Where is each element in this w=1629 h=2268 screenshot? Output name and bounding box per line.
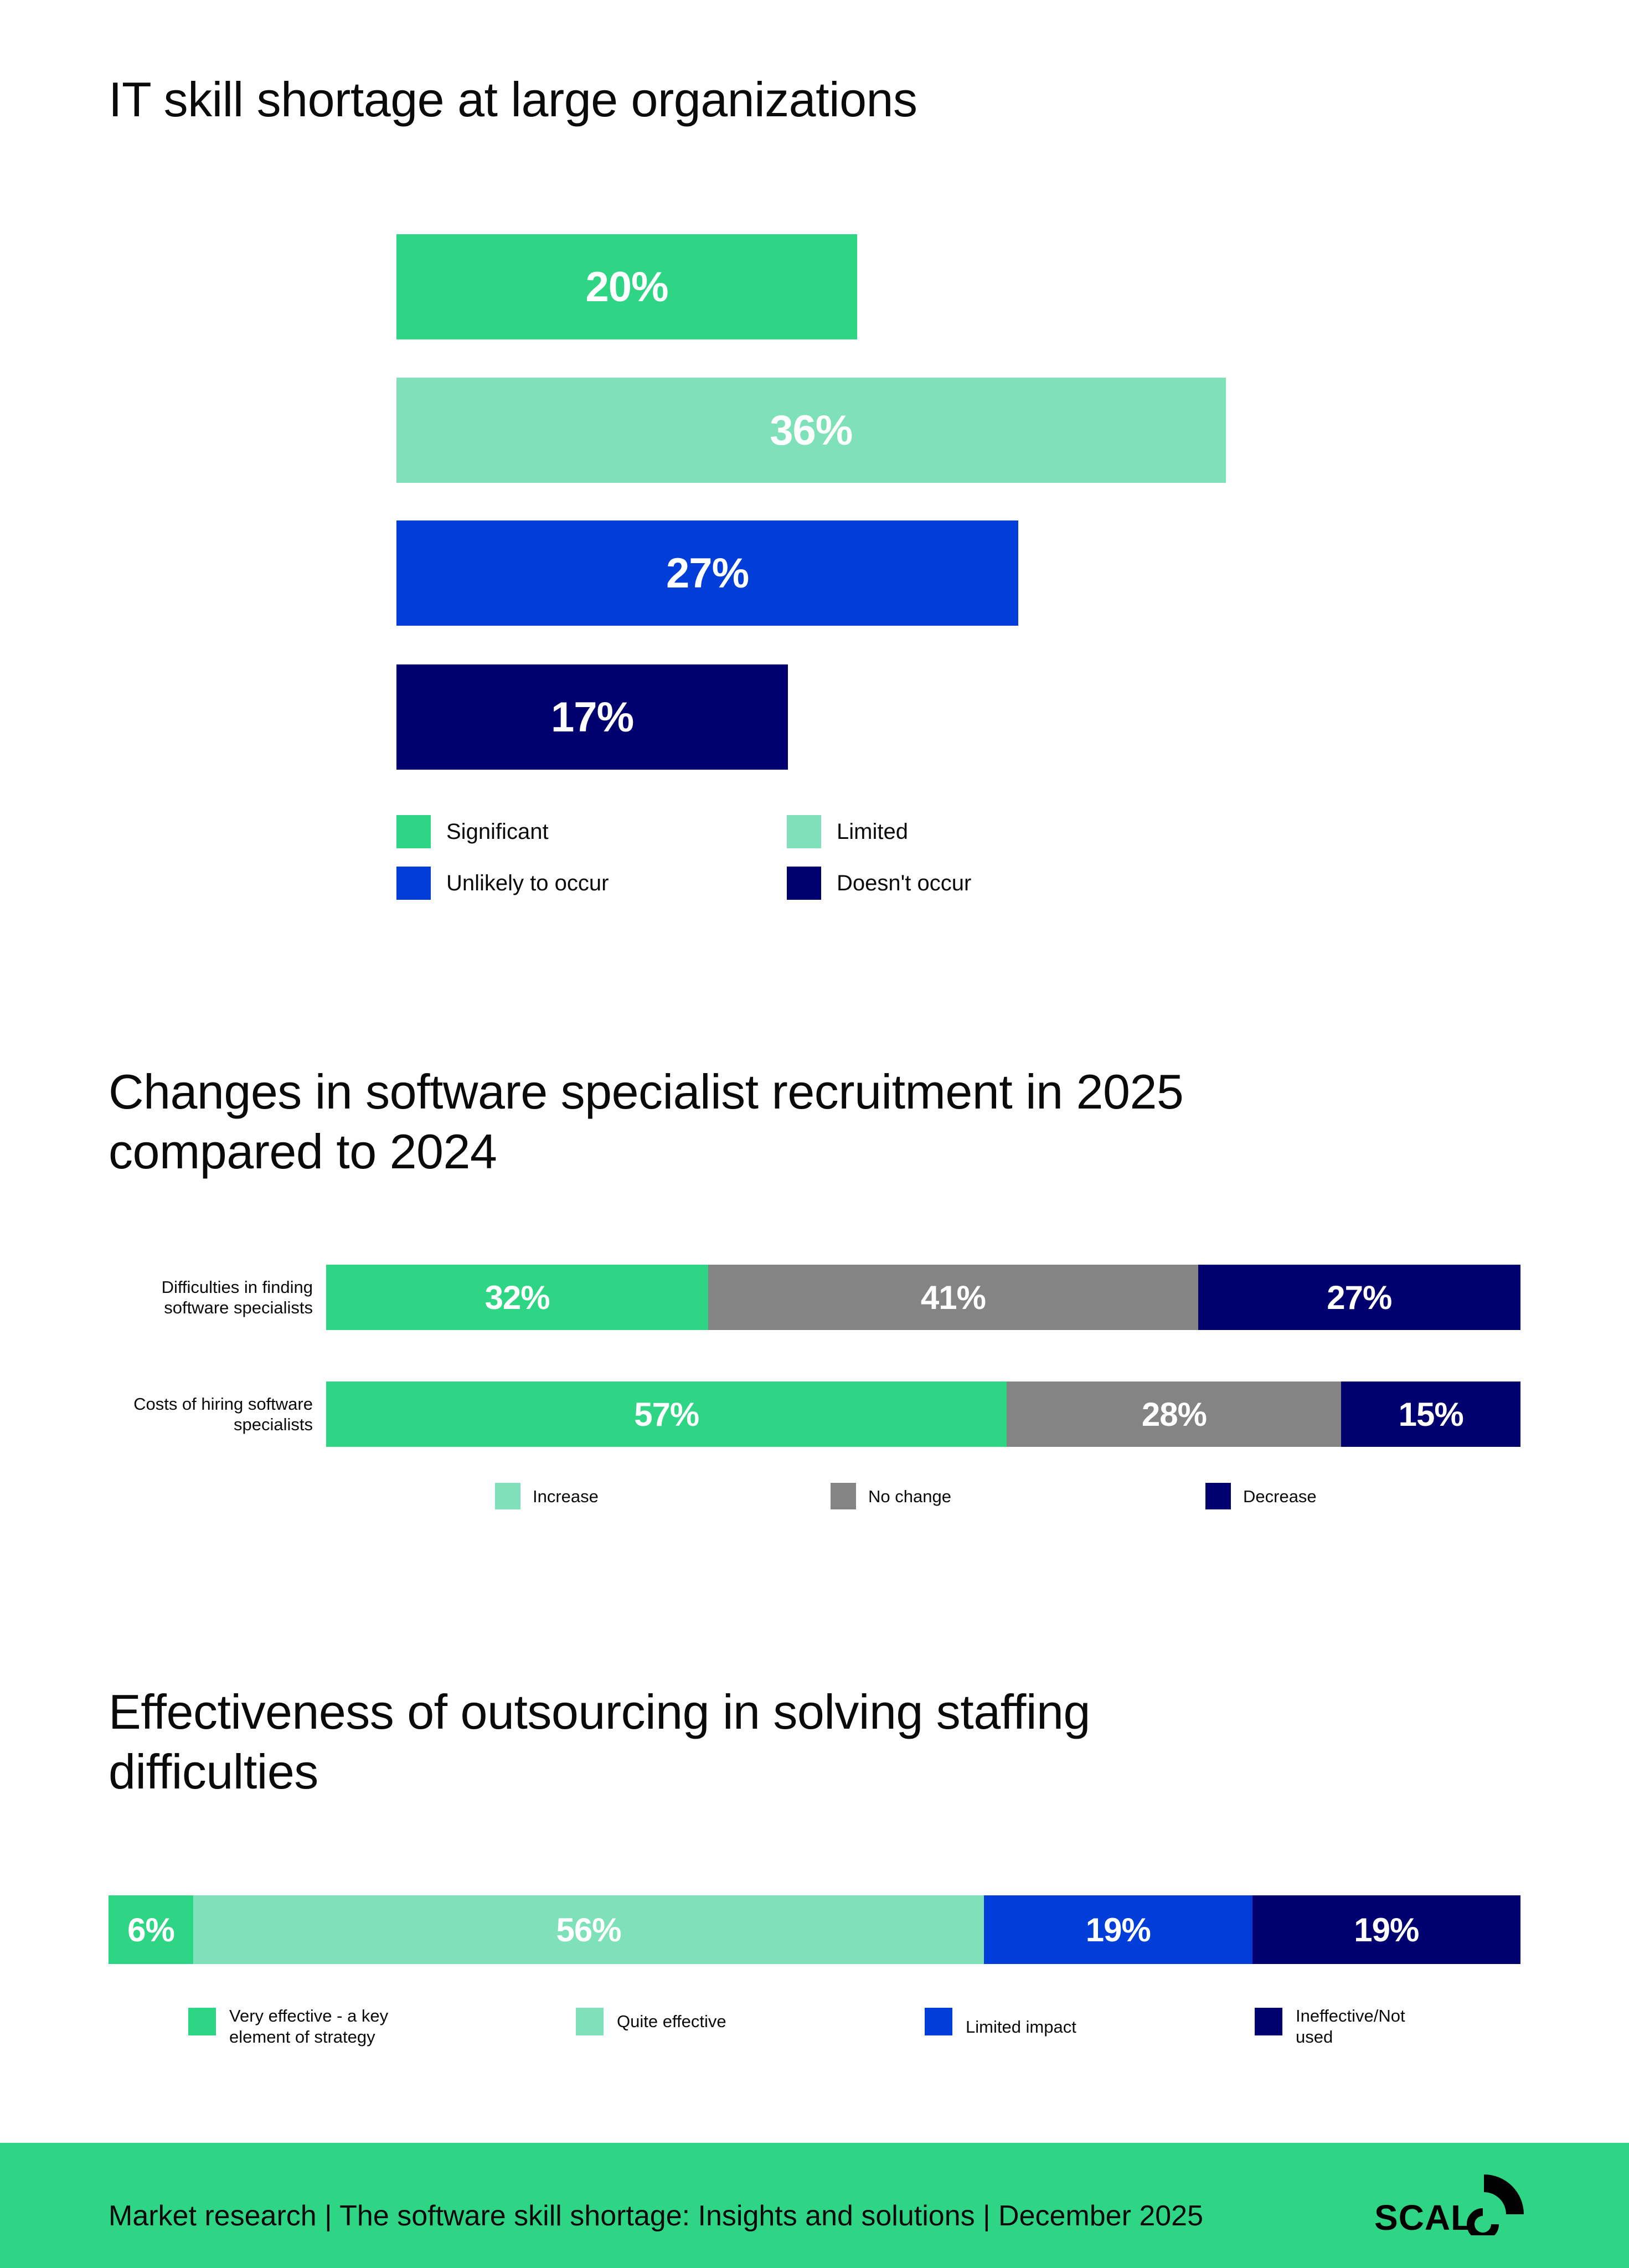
chart3-legend-swatch (576, 2008, 604, 2035)
chart3-segment-value-label: 6% (127, 1911, 175, 1949)
chart2-row-label-line: specialists (234, 1415, 313, 1434)
chart2-legend-label: Decrease (1243, 1487, 1317, 1506)
chart3-segment-very-effective-a-key-element-of-strategy: 6% (109, 1895, 193, 1964)
logo-o-quarter-arc-icon (1467, 2174, 1524, 2235)
chart2-segment-increase: 32% (326, 1265, 709, 1330)
chart1-legend-swatch (787, 867, 821, 900)
chart2-row-label-line: software specialists (164, 1298, 313, 1317)
footer-caption: Market research | The software skill sho… (109, 2200, 1204, 2232)
chart2-segment-no-change: 41% (708, 1265, 1198, 1330)
chart2-segment-value-label: 28% (1141, 1395, 1207, 1433)
chart1-bar-value-label: 27% (666, 549, 749, 597)
chart3-title-line1: Effectiveness of outsourcing in solving … (109, 1684, 1090, 1739)
chart3-legend-label: Ineffective/Not used (1296, 2006, 1405, 2048)
chart2-segment-value-label: 57% (634, 1395, 699, 1433)
scalo-logo: SCAL (1374, 2174, 1524, 2235)
chart1-legend-label: Significant (446, 819, 549, 844)
chart3-legend-label-line: Limited impact (966, 2017, 1076, 2037)
chart1-bar-significant: 20% (396, 234, 857, 339)
chart3-legend-swatch (1255, 2008, 1282, 2035)
chart2-row-label: Difficulties in finding software speciali… (91, 1277, 313, 1318)
footer-band (0, 2143, 1629, 2268)
chart1-legend-label: Limited (837, 819, 908, 844)
chart1-bar-value-label: 17% (551, 693, 634, 741)
chart2-title-line2: compared to 2024 (109, 1124, 497, 1179)
chart2-row-label-line: Costs of hiring software (133, 1394, 313, 1414)
chart2-title-line1: Changes in software specialist recruitme… (109, 1064, 1184, 1119)
chart3-segment-quite-effective: 56% (193, 1895, 984, 1964)
chart2-legend-swatch (495, 1483, 520, 1509)
chart3-legend-swatch (188, 2008, 216, 2035)
chart3-legend-swatch (925, 2008, 952, 2035)
chart2-segment-decrease: 15% (1341, 1382, 1520, 1447)
chart2-legend-label: No change (868, 1487, 951, 1506)
chart3-title: Effectiveness of outsourcing in solving … (109, 1682, 1090, 1802)
chart3-segment-limited-impact: 19% (984, 1895, 1252, 1964)
chart2-segment-value-label: 27% (1327, 1279, 1392, 1316)
chart2-segment-value-label: 41% (920, 1279, 986, 1316)
chart2-legend-label: Increase (533, 1487, 599, 1506)
logo-wordmark: SCAL (1374, 2198, 1473, 2238)
chart3-segment-value-label: 56% (556, 1911, 621, 1949)
chart2-segment-no-change: 28% (1007, 1382, 1342, 1447)
chart1-legend-label: Unlikely to occur (446, 871, 609, 895)
chart2-segment-decrease: 27% (1198, 1265, 1520, 1330)
chart2-segment-value-label: 32% (484, 1279, 550, 1316)
chart3-segment-ineffective-not-used: 19% (1252, 1895, 1520, 1964)
chart3-title-line2: difficulties (109, 1744, 318, 1799)
chart3-legend-label: Quite effective (617, 2011, 726, 2032)
chart2-row-label-line: Difficulties in finding (161, 1277, 313, 1297)
chart2-title: Changes in software specialist recruitme… (109, 1062, 1184, 1182)
chart1-bar-unlikely-to-occur: 27% (396, 520, 1019, 626)
chart3-legend-label-line: element of strategy (229, 2027, 375, 2047)
chart3-legend-label-line: Quite effective (617, 2012, 726, 2031)
chart1-legend-swatch (396, 867, 431, 900)
chart1-bar-value-label: 20% (585, 263, 668, 311)
chart1-title: IT skill shortage at large organizations (109, 72, 917, 127)
chart1-legend-swatch (396, 815, 431, 848)
chart1-legend-label: Doesn't occur (837, 871, 972, 895)
chart2-segment-increase: 57% (326, 1382, 1007, 1447)
chart3-segment-value-label: 19% (1354, 1911, 1419, 1949)
chart3-legend-label: Limited impact (966, 2017, 1076, 2038)
chart3-legend-label-line: used (1296, 2027, 1333, 2047)
chart3-legend-label-line: Very effective - a key (229, 2006, 389, 2025)
chart3-legend-label: Very effective - a key element of strateg… (229, 2006, 388, 2048)
chart1-legend-swatch (787, 815, 821, 848)
chart2-segment-value-label: 15% (1398, 1395, 1464, 1433)
chart2-legend-swatch (831, 1483, 856, 1509)
chart1-bar-doesn-t-occur: 17% (396, 664, 788, 770)
chart1-bar-value-label: 36% (770, 406, 853, 454)
chart1-bar-limited: 36% (396, 378, 1226, 483)
chart3-segment-value-label: 19% (1085, 1911, 1151, 1949)
chart2-legend-swatch (1205, 1483, 1231, 1509)
chart2-row-label: Costs of hiring software specialists (91, 1394, 313, 1435)
chart3-legend-label-line: Ineffective/Not (1296, 2006, 1405, 2025)
